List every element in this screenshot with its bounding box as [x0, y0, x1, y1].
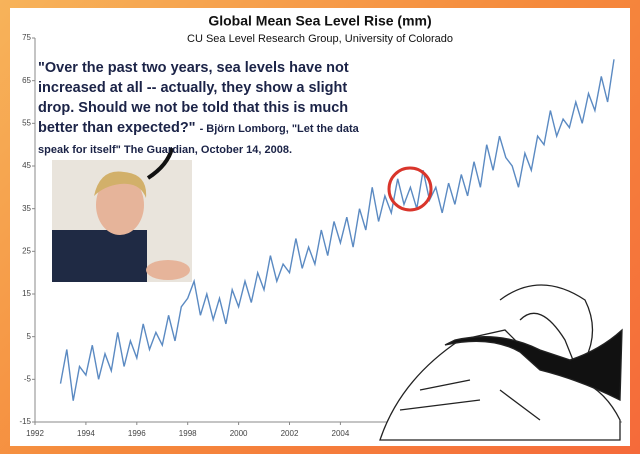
x-tick-label: 1996 — [128, 429, 146, 438]
quote-block: "Over the past two years, sea levels hav… — [38, 58, 363, 160]
y-tick-label: 75 — [22, 33, 31, 42]
y-tick-label: -15 — [19, 417, 31, 426]
x-tick-label: 1992 — [26, 429, 44, 438]
x-tick-label: 2004 — [332, 429, 350, 438]
x-tick-label: 1994 — [77, 429, 95, 438]
x-tick-label: 1998 — [179, 429, 197, 438]
y-tick-label: 35 — [22, 204, 31, 213]
data-line — [59, 59, 615, 401]
y-tick-label: 25 — [22, 246, 31, 255]
x-tick-label: 2000 — [230, 429, 248, 438]
y-tick-label: 45 — [22, 161, 31, 170]
highlight-circle — [387, 166, 433, 212]
chart-subtitle: CU Sea Level Research Group, University … — [187, 33, 453, 45]
y-tick-label: 15 — [22, 289, 31, 298]
x-tick-label: 2002 — [281, 429, 299, 438]
quote-source: - Björn Lomborg, "Let the data speak for… — [38, 123, 359, 156]
facepalm-drawing — [379, 284, 623, 441]
y-tick-label: 55 — [22, 118, 31, 127]
quote: "Over the past two years, sea levels hav… — [38, 60, 349, 136]
photo — [52, 147, 192, 282]
y-tick-label: -5 — [24, 374, 32, 383]
y-tick-label: 65 — [22, 76, 31, 85]
y-tick-label: 5 — [27, 332, 32, 341]
chart-title: Global Mean Sea Level Rise (mm) — [208, 13, 431, 29]
